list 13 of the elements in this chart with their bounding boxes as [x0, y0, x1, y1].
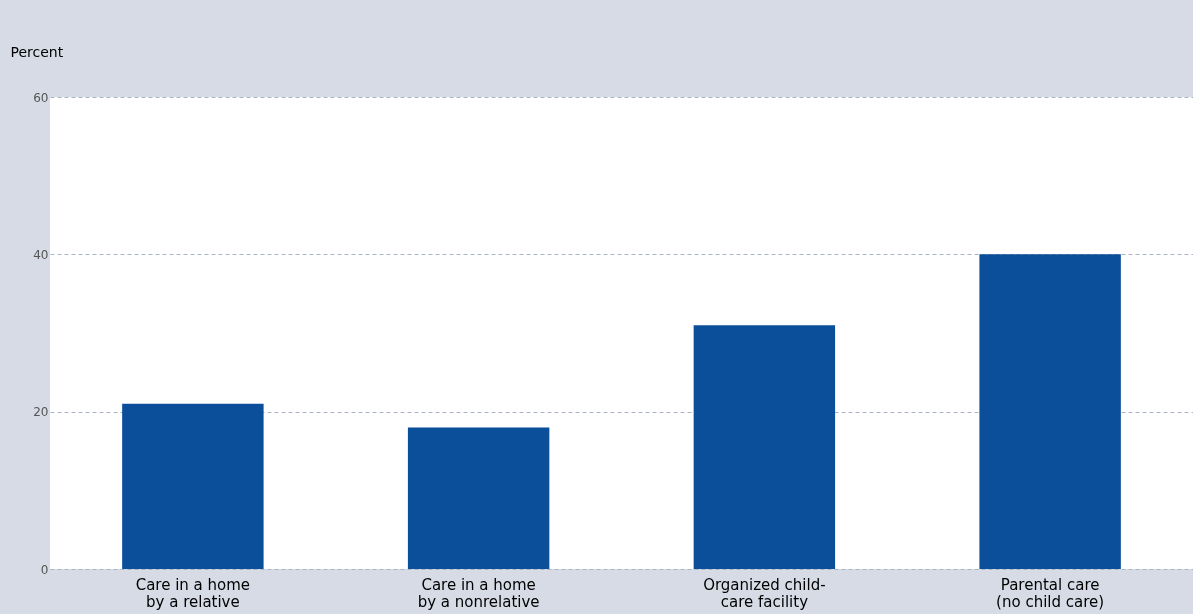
x-tick-label: Care in a home by a nonrelative [417, 575, 540, 611]
y-tick-label: 20 [33, 405, 49, 420]
y-tick-label: 0 [40, 562, 49, 577]
bar [693, 325, 836, 569]
x-tick-label: Care in a home by a relative [135, 575, 251, 611]
bar [122, 403, 264, 569]
bar [979, 254, 1121, 569]
x-tick-label: Organized child- care facility [703, 575, 826, 611]
y-tick-label: 40 [33, 247, 49, 262]
y-axis-title: Percent [10, 43, 64, 60]
bar [407, 427, 550, 569]
x-tick-label: Parental care (no child care) [996, 575, 1105, 611]
y-tick-label: 60 [33, 90, 49, 105]
